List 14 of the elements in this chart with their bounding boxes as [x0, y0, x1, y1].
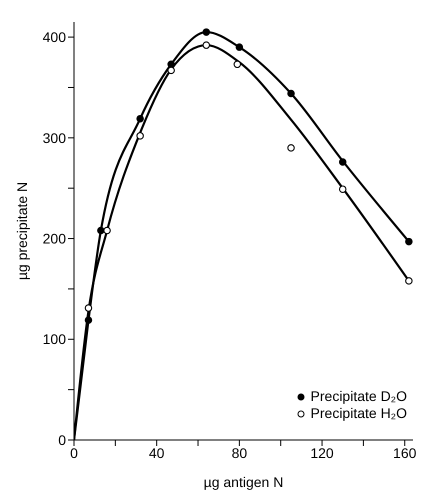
y-tick-label: 200 — [42, 230, 66, 247]
x-tick-label: 40 — [148, 444, 165, 461]
x-tick-label: 120 — [310, 444, 334, 461]
x-tick-label: 80 — [232, 444, 248, 461]
legend-label: Precipitate D₂O — [310, 388, 407, 405]
x-tick-label: 0 — [70, 444, 78, 461]
y-tick-label: 100 — [42, 331, 66, 348]
x-axis-title: µg antigen N — [204, 474, 284, 490]
y-tick-label: 300 — [42, 130, 66, 146]
y-tick-label: 400 — [42, 29, 66, 46]
x-tick-label: 160 — [393, 444, 417, 461]
legend-label: Precipitate H₂O — [310, 405, 407, 422]
y-axis-title: µg precipitate N — [14, 182, 30, 280]
y-tick-label: 0 — [58, 432, 66, 448]
